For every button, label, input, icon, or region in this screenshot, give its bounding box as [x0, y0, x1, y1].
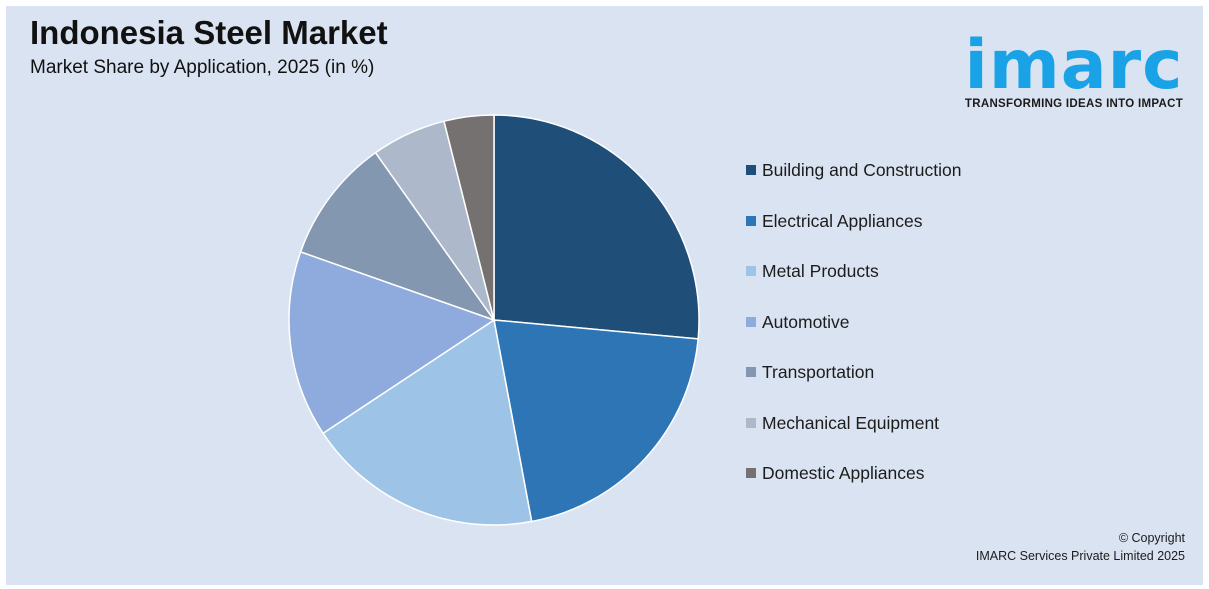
- legend-swatch: [746, 468, 756, 478]
- logo-tagline: TRANSFORMING IDEAS INTO IMPACT: [964, 98, 1184, 110]
- chart-title: Indonesia Steel Market: [30, 14, 388, 51]
- pie-slice-transportation: [299, 151, 496, 322]
- legend-label: Mechanical Equipment: [762, 412, 940, 433]
- pie-slice-automotive: [288, 250, 496, 435]
- pie-slice-electrical-appliances: [493, 319, 699, 523]
- logo-wordmark: imarc: [964, 26, 1184, 105]
- legend-label: Domestic Appliances: [762, 463, 925, 483]
- legend-swatch: [746, 316, 756, 327]
- legend-label: Transportation: [762, 362, 875, 382]
- imarc-logo: imarc TRANSFORMING IDEAS INTO IMPACT: [958, 14, 1190, 114]
- legend-swatch: [746, 215, 756, 226]
- legend-swatch: [746, 367, 756, 377]
- pie-slices: [288, 114, 700, 526]
- legend-label: Metal Products: [762, 261, 879, 281]
- legend-label: Building and Construction: [762, 160, 962, 180]
- pie-slice-domestic-appliances: [443, 114, 495, 321]
- pie-slice-metal-products: [322, 318, 533, 526]
- pie-slice-building-and-construction: [493, 114, 700, 340]
- legend-label: Electrical Appliances: [762, 210, 923, 231]
- legend-label: Automotive: [762, 311, 850, 332]
- copyright-symbol-line: © Copyright: [1118, 531, 1185, 545]
- copyright-owner-line: IMARC Services Private Limited 2025: [975, 549, 1185, 563]
- chart-subtitle: Market Share by Application, 2025 (in %): [30, 57, 375, 78]
- legend-swatch: [746, 417, 756, 428]
- legend-swatch: [746, 165, 756, 175]
- legend-swatch: [746, 266, 756, 276]
